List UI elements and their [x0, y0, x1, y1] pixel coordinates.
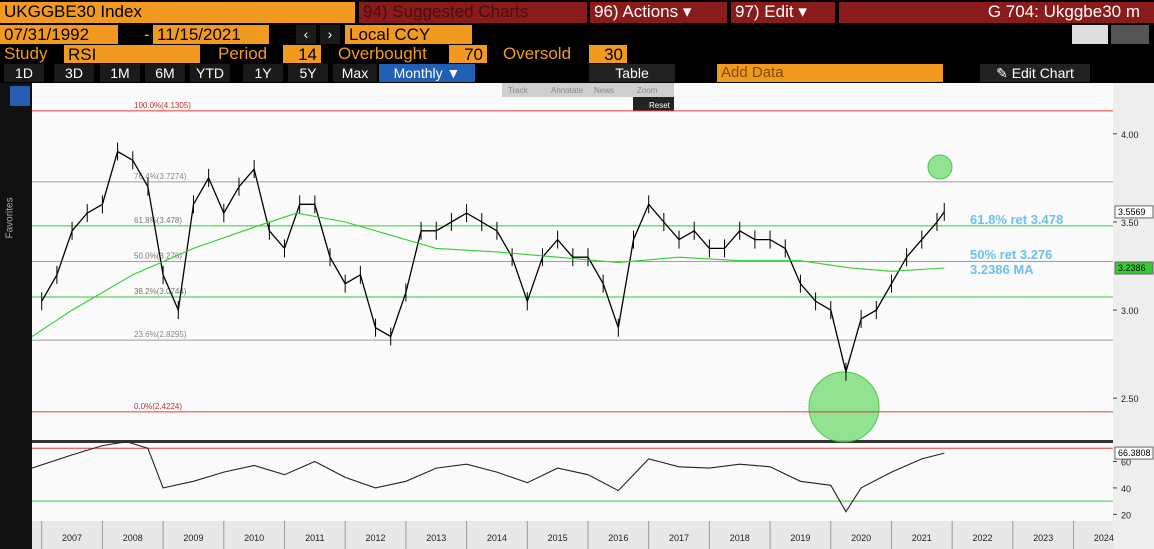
x-tick-label: 2011: [305, 533, 324, 543]
edit-chart[interactable]: ✎ Edit Chart: [980, 64, 1090, 82]
chart: 61.8% ret 3.478 50% ret 3.276 3.2386 MA …: [32, 83, 1154, 549]
x-axis: [32, 521, 1113, 549]
fib-label: 0.0%(2.4224): [134, 402, 182, 411]
y-tick-label: 3.00: [1121, 306, 1139, 316]
rsi-panel: [32, 443, 1113, 521]
x-tick-label: 2008: [123, 533, 143, 543]
annotation: 61.8% ret 3.478: [970, 212, 1063, 227]
mini-toolbar: Track Annotate News Zoom Reset: [502, 83, 674, 111]
y-tick-label: 20: [1121, 510, 1131, 520]
panel-divider: [32, 440, 1154, 443]
frequency-text: Monthly: [393, 65, 443, 81]
x-tick-label: 2020: [851, 533, 871, 543]
favorites: Favorites: [4, 197, 16, 239]
add-data[interactable]: Add Data: [717, 64, 943, 82]
study[interactable]: RSI: [64, 45, 200, 64]
table-button[interactable]: Table: [589, 64, 675, 82]
x-tick-label: 2018: [730, 533, 750, 543]
highlight-circle: [927, 154, 953, 180]
last-value-label: 66.3808: [1118, 448, 1151, 458]
study-label: Study: [4, 44, 48, 63]
fib-label: 100.0%(4.1305): [134, 101, 191, 110]
start-date[interactable]: 07/31/1992: [0, 25, 118, 44]
y-tick-label: 40: [1121, 484, 1131, 494]
next-button[interactable]: ›: [320, 25, 340, 44]
x-tick-label: 2013: [426, 533, 446, 543]
x-tick-label: 2016: [608, 533, 628, 543]
y-tick-label: 4.00: [1121, 130, 1139, 140]
x-tick-label: 2010: [244, 533, 264, 543]
range-button[interactable]: 6M: [145, 64, 185, 82]
date-separator: -: [144, 25, 150, 44]
x-tick-label: 2014: [487, 533, 507, 543]
x-tick-label: 2021: [912, 533, 932, 543]
annotation: 50% ret 3.276: [970, 247, 1052, 262]
overbought[interactable]: 70: [449, 45, 487, 64]
highlight-circle: [808, 371, 880, 443]
range-button[interactable]: 1Y: [243, 64, 283, 82]
suggested-charts[interactable]: 94) Suggested Charts: [359, 2, 587, 23]
x-tick-label: 2012: [366, 533, 386, 543]
range-button[interactable]: YTD: [190, 64, 230, 82]
x-tick-label: 2019: [790, 533, 810, 543]
frequency[interactable]: Monthly ▼: [379, 64, 475, 82]
fib-label: 38.2%(3.0744): [134, 287, 187, 296]
edit-chart-text: Edit Chart: [1011, 65, 1074, 81]
range-button[interactable]: 1D: [4, 64, 44, 82]
prev-button[interactable]: ‹: [296, 25, 316, 44]
annotation: 3.2386 MA: [970, 262, 1034, 277]
overbought-label: Overbought: [338, 44, 427, 63]
actions-menu[interactable]: 96) Actions ▾: [590, 2, 727, 23]
fib-label: 61.8%(3.478): [134, 216, 182, 225]
end-date[interactable]: 11/15/2021: [153, 25, 269, 44]
fib-label: 50.0%(3.276): [134, 251, 182, 260]
reset-button: Reset: [649, 101, 671, 110]
last-value-box: [1114, 261, 1154, 275]
period[interactable]: 14: [283, 45, 321, 64]
mini-tool: News: [594, 86, 614, 95]
range-button[interactable]: 3D: [54, 64, 94, 82]
fib-label: 76.4%(3.7274): [134, 172, 187, 181]
x-tick-label: 2015: [548, 533, 568, 543]
series-line: [32, 212, 945, 337]
redo[interactable]: [1111, 25, 1149, 44]
x-tick-label: 2009: [183, 533, 203, 543]
range-button[interactable]: 5Y: [288, 64, 328, 82]
currency[interactable]: Local CCY: [345, 25, 472, 44]
x-tick-label: 2007: [62, 533, 82, 543]
pointer-tool[interactable]: [10, 86, 30, 106]
mini-tool: Track: [508, 86, 529, 95]
tool-column: Favorites: [0, 83, 32, 549]
x-tick-label: 2023: [1033, 533, 1053, 543]
range-button[interactable]: Max: [333, 64, 377, 82]
edit-menu[interactable]: 97) Edit ▾: [731, 2, 835, 23]
y-tick-label: 2.50: [1121, 394, 1139, 404]
mini-tool: Annotate: [551, 86, 584, 95]
range-button[interactable]: 1M: [100, 64, 140, 82]
mini-tool: Zoom: [637, 86, 658, 95]
fib-label: 23.6%(2.8295): [134, 330, 187, 339]
last-value-label: 3.2386: [1118, 263, 1146, 273]
edit-text: 97) Edit: [735, 2, 794, 21]
oversold[interactable]: 30: [589, 45, 627, 64]
series-line: [32, 441, 945, 513]
actions-text: 96) Actions: [594, 2, 679, 21]
undo[interactable]: [1072, 25, 1108, 44]
x-tick-label: 2022: [972, 533, 992, 543]
ticker[interactable]: UKGGBE30 Index: [0, 2, 355, 23]
y-tick-label: 60: [1121, 458, 1131, 468]
oversold-label: Oversold: [503, 44, 572, 63]
last-value-box: [1114, 205, 1154, 219]
page-id: G 704: Ukggbe30 m: [839, 2, 1154, 23]
y-axis: [1113, 83, 1154, 549]
y-tick-label: 3.50: [1121, 218, 1139, 228]
period-label: Period: [218, 44, 268, 63]
x-tick-label: 2017: [669, 533, 689, 543]
last-value-box: [1114, 446, 1154, 460]
last-value-label: 3.5569: [1118, 207, 1146, 217]
x-tick-label: 2024: [1094, 533, 1114, 543]
